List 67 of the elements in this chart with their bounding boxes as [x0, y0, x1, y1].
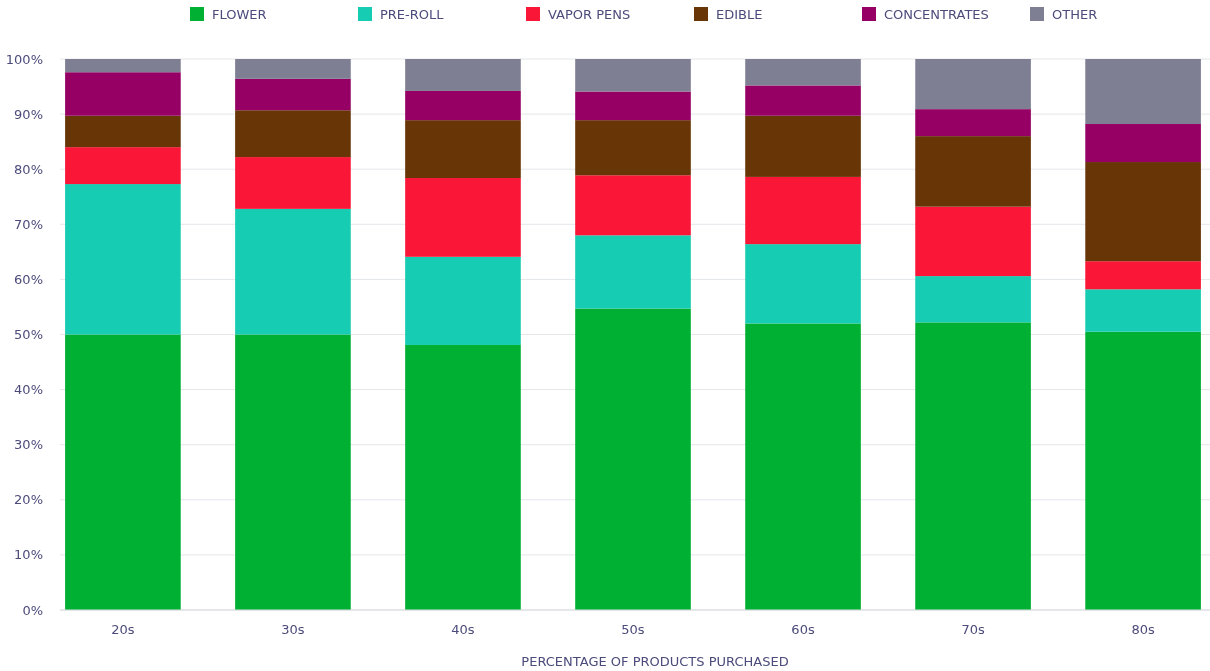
- bar: [915, 59, 1031, 110]
- legend-label: PRE-ROLL: [380, 6, 445, 22]
- bar: [405, 344, 521, 610]
- bar: [575, 175, 691, 236]
- bar: [575, 235, 691, 309]
- bar: [235, 208, 351, 335]
- bar: [745, 323, 861, 610]
- bar: [575, 120, 691, 176]
- bar: [915, 109, 1031, 137]
- legend-label: OTHER: [1052, 6, 1098, 22]
- y-tick-label: 80%: [14, 161, 43, 177]
- legend-label: CONCENTRATES: [884, 6, 989, 22]
- bar: [65, 115, 181, 148]
- y-tick-label: 40%: [14, 382, 43, 398]
- bar: [235, 157, 351, 209]
- bar: [915, 322, 1031, 610]
- y-tick-label: 10%: [14, 547, 43, 563]
- y-tick-label: 100%: [5, 51, 43, 67]
- y-tick-label: 20%: [14, 492, 43, 508]
- legend-label: VAPOR PENS: [548, 6, 631, 22]
- bar: [235, 78, 351, 111]
- bar: [745, 176, 861, 245]
- bar: [65, 147, 181, 185]
- bar: [65, 72, 181, 116]
- x-tick-label: 80s: [1131, 622, 1155, 637]
- x-tick-label: 30s: [281, 622, 305, 637]
- y-tick-label: 30%: [14, 437, 43, 453]
- bar: [1085, 124, 1201, 163]
- bar: [65, 184, 181, 335]
- x-tick-label: 50s: [621, 622, 645, 637]
- y-tick-label: 90%: [14, 106, 43, 122]
- bar: [575, 91, 691, 121]
- y-tick-label: 0%: [22, 602, 43, 618]
- bar: [745, 85, 861, 116]
- y-tick-label: 70%: [14, 216, 43, 232]
- x-axis-title: PERCENTAGE OF PRODUCTS PURCHASED: [521, 654, 789, 669]
- bar: [1085, 59, 1201, 125]
- bar: [745, 244, 861, 324]
- bar: [745, 59, 861, 86]
- bar: [65, 334, 181, 610]
- bar: [575, 308, 691, 610]
- bar: [405, 90, 521, 121]
- bar: [235, 334, 351, 610]
- x-tick-label: 60s: [791, 622, 815, 637]
- y-tick-label: 60%: [14, 271, 43, 287]
- bar: [1085, 289, 1201, 332]
- bar: [1085, 162, 1201, 262]
- y-tick-label: 50%: [14, 327, 43, 343]
- bar: [405, 256, 521, 345]
- bar: [405, 120, 521, 179]
- bar: [65, 59, 181, 73]
- x-tick-label: 70s: [961, 622, 985, 637]
- bar: [915, 276, 1031, 323]
- x-tick-label: 20s: [111, 622, 135, 637]
- bar: [1085, 331, 1201, 610]
- bar: [235, 59, 351, 79]
- x-tick-label: 40s: [451, 622, 475, 637]
- legend-label: EDIBLE: [716, 6, 763, 22]
- bar: [235, 110, 351, 158]
- bar: [1085, 261, 1201, 290]
- bar: [405, 59, 521, 91]
- bar: [745, 115, 861, 177]
- bar: [915, 206, 1031, 277]
- bar: [915, 136, 1031, 207]
- bar: [405, 178, 521, 257]
- bar: [575, 59, 691, 92]
- legend-label: FLOWER: [212, 6, 267, 22]
